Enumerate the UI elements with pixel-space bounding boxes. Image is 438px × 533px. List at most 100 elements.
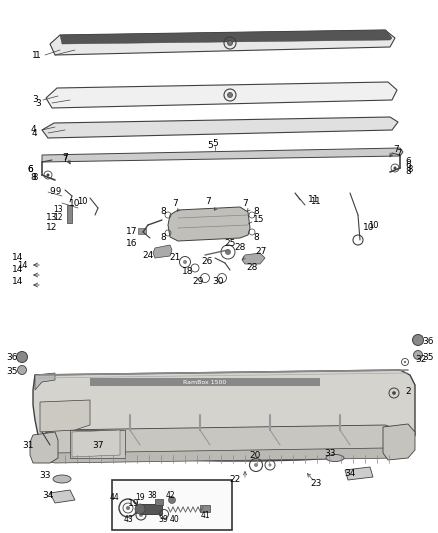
Text: 8: 8 <box>253 232 259 241</box>
Circle shape <box>183 260 187 264</box>
Circle shape <box>227 41 233 45</box>
Text: 15: 15 <box>253 215 265 224</box>
Polygon shape <box>345 467 373 480</box>
Text: 7: 7 <box>242 198 248 207</box>
Text: 18: 18 <box>182 268 194 277</box>
Polygon shape <box>72 430 120 457</box>
Text: 33: 33 <box>324 448 336 457</box>
Text: 3: 3 <box>32 95 38 104</box>
Text: 41: 41 <box>200 512 210 521</box>
Text: 12: 12 <box>46 223 58 232</box>
Text: 8: 8 <box>30 174 36 182</box>
Text: 2: 2 <box>405 387 411 397</box>
Text: 8: 8 <box>32 174 38 182</box>
Text: 7: 7 <box>172 198 178 207</box>
Text: 19: 19 <box>128 498 140 507</box>
Text: 8: 8 <box>253 207 259 216</box>
Text: 21: 21 <box>170 253 181 262</box>
Circle shape <box>126 506 130 510</box>
Text: 8: 8 <box>160 232 166 241</box>
Text: 12: 12 <box>53 214 63 222</box>
Text: 36: 36 <box>6 353 18 362</box>
Text: 7: 7 <box>62 152 68 161</box>
Text: 33: 33 <box>39 471 51 480</box>
Text: 25: 25 <box>224 238 236 247</box>
Text: 10: 10 <box>77 198 87 206</box>
Text: 5: 5 <box>207 141 213 149</box>
Text: 8: 8 <box>405 167 411 176</box>
Text: 10: 10 <box>363 223 374 232</box>
Text: 39: 39 <box>158 515 168 524</box>
Text: 32: 32 <box>415 356 426 365</box>
Text: 40: 40 <box>170 515 180 524</box>
Text: RamBox 1500: RamBox 1500 <box>184 379 226 384</box>
Polygon shape <box>42 117 398 138</box>
Text: 24: 24 <box>142 251 154 260</box>
Text: 7: 7 <box>393 146 399 155</box>
Text: 30: 30 <box>212 278 224 287</box>
Polygon shape <box>383 424 415 460</box>
Circle shape <box>227 93 233 98</box>
Bar <box>67 205 72 223</box>
Text: 6: 6 <box>27 165 33 174</box>
Polygon shape <box>168 207 250 241</box>
Text: 7: 7 <box>396 149 401 157</box>
Polygon shape <box>40 448 400 463</box>
Text: 11: 11 <box>308 196 319 205</box>
Bar <box>140 504 162 514</box>
Polygon shape <box>50 490 75 503</box>
Text: 31: 31 <box>22 440 34 449</box>
Text: 1: 1 <box>32 51 38 60</box>
Text: 13: 13 <box>53 206 63 214</box>
Ellipse shape <box>326 455 344 462</box>
Text: 14: 14 <box>12 265 24 274</box>
Polygon shape <box>42 148 403 162</box>
Text: 20: 20 <box>249 450 261 459</box>
Text: 28: 28 <box>246 263 258 272</box>
Polygon shape <box>153 245 172 258</box>
Text: 1: 1 <box>35 51 41 60</box>
Circle shape <box>17 351 28 362</box>
Text: 34: 34 <box>42 490 54 499</box>
Circle shape <box>169 497 176 504</box>
Circle shape <box>225 249 231 255</box>
Text: 14: 14 <box>12 254 24 262</box>
Text: 34: 34 <box>345 469 356 478</box>
Text: 6: 6 <box>405 160 411 169</box>
Text: 23: 23 <box>310 480 321 489</box>
Text: 7: 7 <box>205 198 211 206</box>
Circle shape <box>413 351 423 359</box>
Circle shape <box>46 174 49 176</box>
Text: 11: 11 <box>310 198 321 206</box>
Text: 35: 35 <box>6 367 18 376</box>
Text: 5: 5 <box>212 139 218 148</box>
Text: 9: 9 <box>55 188 60 197</box>
Bar <box>90 378 320 386</box>
Text: 22: 22 <box>230 475 240 484</box>
Text: 3: 3 <box>35 99 41 108</box>
Text: 43: 43 <box>123 515 133 524</box>
Bar <box>70 430 125 458</box>
Bar <box>138 228 146 234</box>
Polygon shape <box>50 30 395 55</box>
Text: 26: 26 <box>201 257 213 266</box>
Text: 27: 27 <box>255 247 266 256</box>
Circle shape <box>404 361 406 363</box>
Text: 6: 6 <box>27 166 33 174</box>
Text: 37: 37 <box>92 440 104 449</box>
Circle shape <box>393 166 396 169</box>
Text: 9: 9 <box>49 188 55 197</box>
Text: 10: 10 <box>368 221 378 230</box>
Polygon shape <box>40 400 90 432</box>
Text: 4: 4 <box>30 125 36 134</box>
Circle shape <box>18 366 27 375</box>
Circle shape <box>268 464 272 466</box>
Circle shape <box>139 513 143 517</box>
Bar <box>200 505 210 512</box>
Polygon shape <box>60 30 392 44</box>
Ellipse shape <box>53 475 71 483</box>
Text: 14: 14 <box>12 278 24 287</box>
Text: 16: 16 <box>126 238 138 247</box>
Text: 36: 36 <box>422 337 434 346</box>
Text: 35: 35 <box>422 352 434 361</box>
